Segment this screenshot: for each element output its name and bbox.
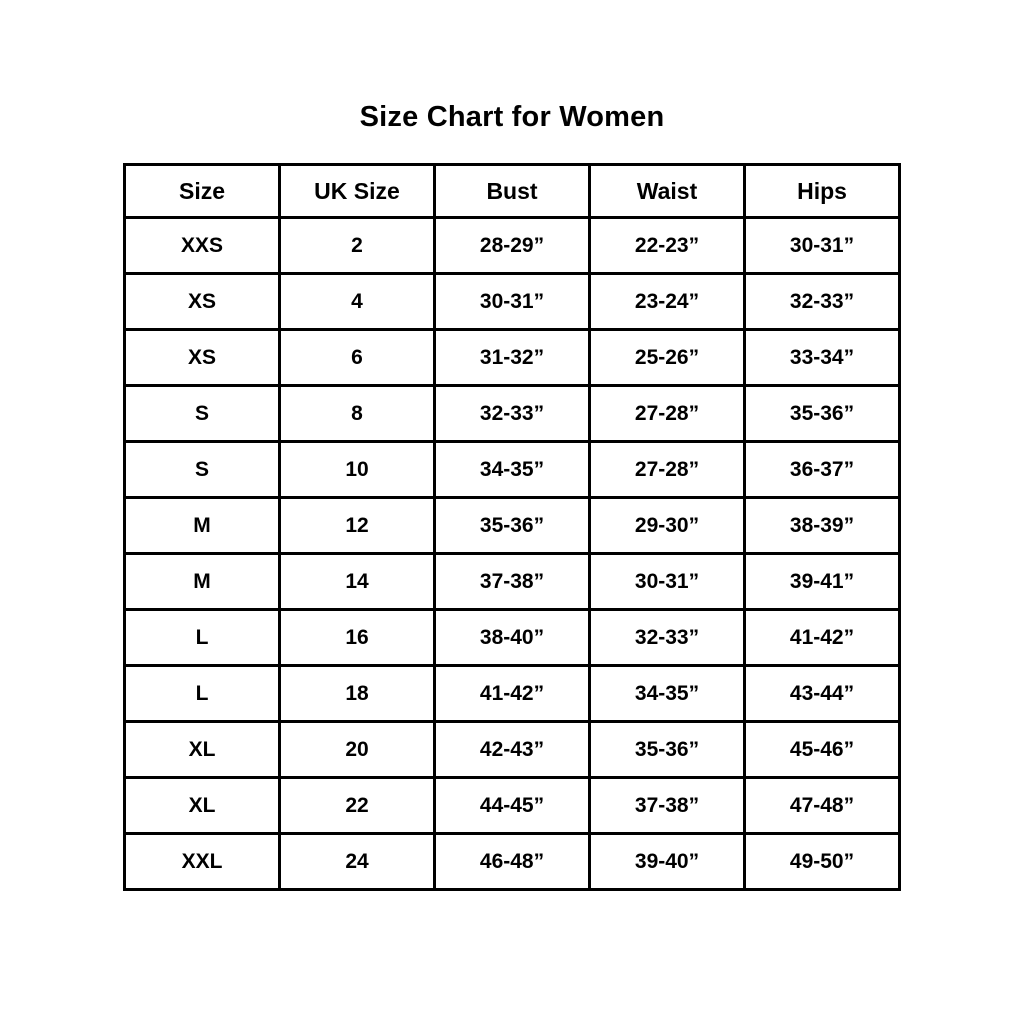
size-cell: XL: [123, 776, 281, 835]
waist-cell: 23-24”: [588, 272, 746, 331]
hips-cell: 38-39”: [743, 496, 901, 555]
table-row: L 18 41-42” 34-35” 43-44”: [123, 664, 901, 723]
bust-cell: 38-40”: [433, 608, 591, 667]
header-row: Size UK Size Bust Waist Hips: [123, 163, 901, 219]
hips-cell: 45-46”: [743, 720, 901, 779]
hips-cell: 43-44”: [743, 664, 901, 723]
uk-size-cell: 8: [278, 384, 436, 443]
waist-cell: 37-38”: [588, 776, 746, 835]
bust-cell: 46-48”: [433, 832, 591, 891]
size-cell: XS: [123, 272, 281, 331]
table-row: XXS 2 28-29” 22-23” 30-31”: [123, 216, 901, 275]
size-cell: L: [123, 664, 281, 723]
size-cell: S: [123, 384, 281, 443]
size-cell: M: [123, 552, 281, 611]
column-header-hips: Hips: [743, 163, 901, 219]
table-header: Size UK Size Bust Waist Hips: [123, 163, 901, 219]
table-row: M 12 35-36” 29-30” 38-39”: [123, 496, 901, 555]
uk-size-cell: 14: [278, 552, 436, 611]
waist-cell: 30-31”: [588, 552, 746, 611]
uk-size-cell: 20: [278, 720, 436, 779]
size-cell: L: [123, 608, 281, 667]
waist-cell: 32-33”: [588, 608, 746, 667]
size-cell: XL: [123, 720, 281, 779]
waist-cell: 27-28”: [588, 384, 746, 443]
size-cell: XS: [123, 328, 281, 387]
column-header-bust: Bust: [433, 163, 591, 219]
hips-cell: 47-48”: [743, 776, 901, 835]
hips-cell: 49-50”: [743, 832, 901, 891]
uk-size-cell: 10: [278, 440, 436, 499]
table-row: XS 6 31-32” 25-26” 33-34”: [123, 328, 901, 387]
waist-cell: 39-40”: [588, 832, 746, 891]
table-row: S 10 34-35” 27-28” 36-37”: [123, 440, 901, 499]
waist-cell: 34-35”: [588, 664, 746, 723]
uk-size-cell: 24: [278, 832, 436, 891]
waist-cell: 27-28”: [588, 440, 746, 499]
hips-cell: 36-37”: [743, 440, 901, 499]
column-header-size: Size: [123, 163, 281, 219]
table-row: XS 4 30-31” 23-24” 32-33”: [123, 272, 901, 331]
bust-cell: 32-33”: [433, 384, 591, 443]
hips-cell: 39-41”: [743, 552, 901, 611]
table-row: M 14 37-38” 30-31” 39-41”: [123, 552, 901, 611]
column-header-uk-size: UK Size: [278, 163, 436, 219]
page-title: Size Chart for Women: [359, 101, 665, 133]
size-cell: M: [123, 496, 281, 555]
waist-cell: 29-30”: [588, 496, 746, 555]
hips-cell: 35-36”: [743, 384, 901, 443]
uk-size-cell: 4: [278, 272, 436, 331]
uk-size-cell: 22: [278, 776, 436, 835]
bust-cell: 41-42”: [433, 664, 591, 723]
bust-cell: 44-45”: [433, 776, 591, 835]
size-cell: S: [123, 440, 281, 499]
bust-cell: 30-31”: [433, 272, 591, 331]
uk-size-cell: 2: [278, 216, 436, 275]
bust-cell: 28-29”: [433, 216, 591, 275]
table-body: XXS 2 28-29” 22-23” 30-31” XS 4 30-31” 2…: [123, 216, 901, 891]
uk-size-cell: 12: [278, 496, 436, 555]
uk-size-cell: 18: [278, 664, 436, 723]
column-header-waist: Waist: [588, 163, 746, 219]
size-cell: XXS: [123, 216, 281, 275]
hips-cell: 32-33”: [743, 272, 901, 331]
waist-cell: 25-26”: [588, 328, 746, 387]
uk-size-cell: 6: [278, 328, 436, 387]
table-row: L 16 38-40” 32-33” 41-42”: [123, 608, 901, 667]
size-cell: XXL: [123, 832, 281, 891]
hips-cell: 41-42”: [743, 608, 901, 667]
table-row: S 8 32-33” 27-28” 35-36”: [123, 384, 901, 443]
table-row: XL 20 42-43” 35-36” 45-46”: [123, 720, 901, 779]
size-chart-table: Size UK Size Bust Waist Hips XXS 2 28-29…: [123, 163, 901, 891]
bust-cell: 34-35”: [433, 440, 591, 499]
bust-cell: 42-43”: [433, 720, 591, 779]
waist-cell: 22-23”: [588, 216, 746, 275]
uk-size-cell: 16: [278, 608, 436, 667]
table-row: XL 22 44-45” 37-38” 47-48”: [123, 776, 901, 835]
bust-cell: 35-36”: [433, 496, 591, 555]
hips-cell: 33-34”: [743, 328, 901, 387]
waist-cell: 35-36”: [588, 720, 746, 779]
bust-cell: 37-38”: [433, 552, 591, 611]
table-row: XXL 24 46-48” 39-40” 49-50”: [123, 832, 901, 891]
bust-cell: 31-32”: [433, 328, 591, 387]
hips-cell: 30-31”: [743, 216, 901, 275]
